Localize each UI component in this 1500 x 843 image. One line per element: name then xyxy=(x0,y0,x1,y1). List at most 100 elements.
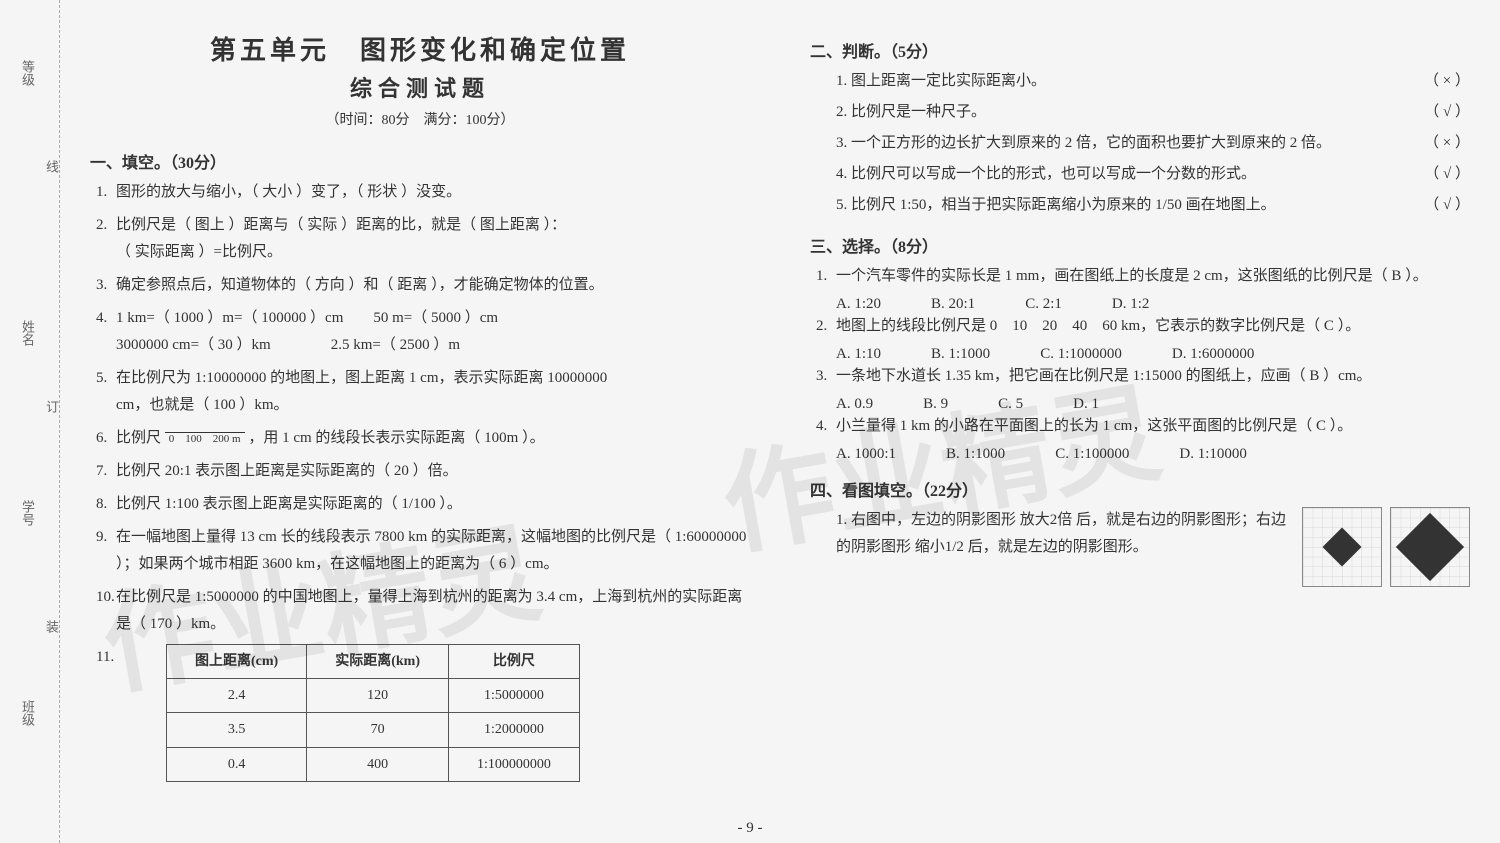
q-text: cm，也就是（ xyxy=(116,397,209,413)
q-text: ）。 xyxy=(1330,418,1353,434)
judge-mark: （ × ） xyxy=(1410,130,1470,157)
q-text: ）cm 50 m=（ xyxy=(310,310,427,326)
judge-item: 4. 比例尺可以写成一个比的形式，也可以写成一个分数的形式。（ √ ） xyxy=(836,161,1470,188)
q-text: ，用 1 cm 的线段长表示实际距离（ xyxy=(248,430,480,446)
gutter-label: 姓名 xyxy=(18,320,37,346)
answer: 10000000 xyxy=(547,370,607,386)
q8: 8. 比例尺 1:100 表示图上距离是实际距离的（ 1/100 ）。 xyxy=(116,491,750,518)
q-text: ）km。 xyxy=(239,397,288,413)
opt: B. 20:1 xyxy=(931,296,975,313)
q-text: ）km 2.5 km=（ xyxy=(237,337,396,353)
q-text: ）变了，（ xyxy=(296,184,364,200)
options: A. 0.9 B. 9 C. 5 D. 1 xyxy=(836,396,1470,413)
opt: D. 1:6000000 xyxy=(1172,346,1255,363)
linear-scale: 0 100 200 m xyxy=(165,432,245,445)
section-1-head: 一、填空。（30分） xyxy=(90,149,750,173)
q-text: （ xyxy=(116,244,131,260)
answer: 100000 xyxy=(261,310,306,326)
answer: B xyxy=(1391,268,1401,284)
judge-mark: （ √ ） xyxy=(1410,161,1470,188)
answer: 图上距离 xyxy=(480,217,540,233)
q-text: ）=比例尺。 xyxy=(199,244,282,260)
judge-text: 1. 图上距离一定比实际距离小。 xyxy=(836,68,1410,95)
section-3-head: 三、选择。（8分） xyxy=(810,233,1470,257)
answer: B xyxy=(1309,368,1319,384)
answer: 1:60000000 xyxy=(675,529,747,545)
answer: C xyxy=(1324,318,1334,334)
options: A. 1:20 B. 20:1 C. 2:1 D. 1:2 xyxy=(836,296,1470,313)
judge-list: 1. 图上距离一定比实际距离小。（ × ）2. 比例尺是一种尺子。（ √ ）3.… xyxy=(810,68,1470,219)
answer: 100m xyxy=(484,430,518,446)
q-text: ）。 xyxy=(522,430,545,446)
table-row: 2.4 120 1:5000000 xyxy=(167,679,580,713)
q-text: 图形的放大与缩小，（ xyxy=(116,184,259,200)
opt: D. 1:10000 xyxy=(1179,446,1247,463)
test-subtitle: 综合测试题 xyxy=(90,71,750,103)
section-2-head: 二、判断。（5分） xyxy=(810,38,1470,62)
q-text: 确定参照点后，知道物体的（ xyxy=(116,277,311,293)
opt: C. 1:1000000 xyxy=(1040,346,1122,363)
answer: 5000 xyxy=(431,310,461,326)
q-text: 比例尺 20:1 表示图上距离是实际距离的（ xyxy=(116,463,390,479)
q-text: ）。 xyxy=(1338,318,1361,334)
mc-q3: 3. 一条地下水道长 1.35 km，把它画在比例尺是 1:15000 的图纸上… xyxy=(836,363,1470,390)
q4: 4. 1 km=（ 1000 ）m=（ 100000 ）cm 50 m=（ 50… xyxy=(116,305,750,359)
opt: A. 0.9 xyxy=(836,396,873,413)
q5: 5. 在比例尺为 1:10000000 的地图上，图上距离 1 cm，表示实际距… xyxy=(116,365,750,419)
right-column: 二、判断。（5分） 1. 图上距离一定比实际距离小。（ × ）2. 比例尺是一种… xyxy=(780,0,1500,843)
q-text: ）没变。 xyxy=(401,184,461,200)
table-row: 0.4 400 1:100000000 xyxy=(167,747,580,781)
answer: 6 xyxy=(499,556,507,572)
diamond-large-icon xyxy=(1390,507,1470,597)
cell: 1:2000000 xyxy=(448,713,579,747)
answer: 图上 xyxy=(195,217,225,233)
judge-mark: （ √ ） xyxy=(1410,192,1470,219)
judge-text: 3. 一个正方形的边长扩大到原来的 2 倍，它的面积也要扩大到原来的 2 倍。 xyxy=(836,130,1410,157)
q-text: 一个汽车零件的实际长是 1 mm，画在图纸上的长度是 2 cm，这张图纸的比例尺… xyxy=(836,268,1388,284)
answer: 距离 xyxy=(397,277,427,293)
cell: 1:5000000 xyxy=(448,679,579,713)
q-text: ）；如果两个城市相距 3600 km，在这幅地图上的距离为（ xyxy=(116,556,495,572)
q-text: ），才能确定物体的位置。 xyxy=(431,277,604,293)
gutter-label: 学号 xyxy=(18,500,37,526)
opt: D. 1:2 xyxy=(1112,296,1150,313)
cell: 3.5 xyxy=(167,713,307,747)
q-text: 后，就是左边的阴影图形。 xyxy=(968,539,1148,555)
q-text: 1 km=（ xyxy=(116,310,170,326)
page-number: - 9 - xyxy=(710,820,790,837)
answer: 100 xyxy=(213,397,236,413)
judge-text: 2. 比例尺是一种尺子。 xyxy=(836,99,1410,126)
options: A. 1000:1 B. 1:1000 C. 1:100000 D. 1:100… xyxy=(836,446,1470,463)
answer: 形状 xyxy=(367,184,397,200)
left-column: 第五单元 图形变化和确定位置 综合测试题 （时间：80分 满分：100分） 一、… xyxy=(60,0,780,843)
q-text: 在一幅地图上量得 13 cm 长的线段表示 7800 km 的实际距离，这幅地图… xyxy=(116,529,671,545)
timing-info: （时间：80分 满分：100分） xyxy=(90,109,750,129)
q6: 6. 比例尺 0 100 200 m ，用 1 cm 的线段长表示实际距离（ 1… xyxy=(116,425,750,452)
opt: C. 1:100000 xyxy=(1055,446,1129,463)
opt: A. 1:10 xyxy=(836,346,881,363)
q-text: ）cm。 xyxy=(1323,368,1371,384)
answer: 2500 xyxy=(400,337,430,353)
cell: 2.4 xyxy=(167,679,307,713)
q-text: ）km。 xyxy=(176,616,225,632)
fig-q1: 1. 右图中，左边的阴影图形 放大2倍 后，就是右边的阴影图形；右边的阴影图形 … xyxy=(836,507,1470,597)
th: 比例尺 xyxy=(448,645,579,679)
answer: 实际 xyxy=(307,217,337,233)
opt: C. 2:1 xyxy=(1025,296,1062,313)
judge-item: 2. 比例尺是一种尺子。（ √ ） xyxy=(836,99,1470,126)
opt: A. 1000:1 xyxy=(836,446,896,463)
cell: 400 xyxy=(307,747,449,781)
opt: B. 1:1000 xyxy=(931,346,990,363)
section-4-head: 四、看图填空。（22分） xyxy=(810,477,1470,501)
q7: 7. 比例尺 20:1 表示图上距离是实际距离的（ 20 ）倍。 xyxy=(116,458,750,485)
q-text: 3000000 cm=（ xyxy=(116,337,214,353)
q11: 11. 图上距离(cm) 实际距离(km) 比例尺 2.4 120 1:5000… xyxy=(116,644,750,782)
q-text: ）cm xyxy=(465,310,498,326)
opt: C. 5 xyxy=(998,396,1023,413)
q-text: 比例尺 1:100 表示图上距离是实际距离的（ xyxy=(116,496,398,512)
q9: 9. 在一幅地图上量得 13 cm 长的线段表示 7800 km 的实际距离，这… xyxy=(116,524,750,578)
q-text: 比例尺是（ xyxy=(116,217,191,233)
unit-title: 第五单元 图形变化和确定位置 xyxy=(90,30,750,67)
binding-gutter: 等级 姓名 学号 班级 线 订 装 xyxy=(0,0,60,843)
judge-item: 5. 比例尺 1:50，相当于把实际距离缩小为原来的 1/50 画在地图上。（ … xyxy=(836,192,1470,219)
